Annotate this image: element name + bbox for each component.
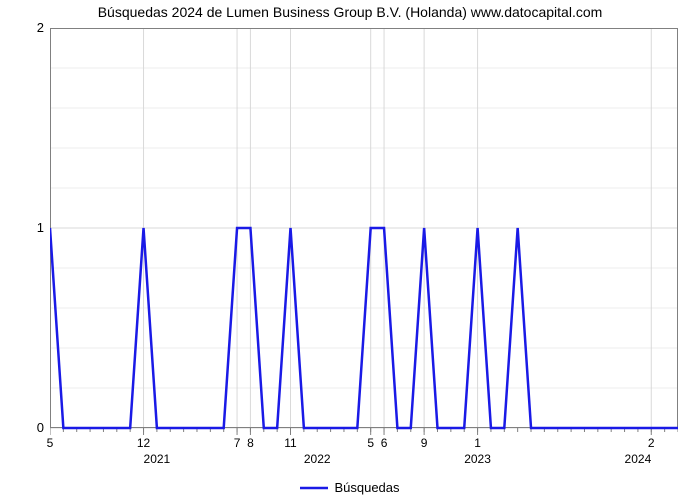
ytick-label: 0	[14, 420, 44, 435]
xtick-label: 1	[474, 436, 481, 450]
xtick-label: 6	[381, 436, 388, 450]
xtick-label: 11	[284, 436, 296, 450]
xyear-label: 2024	[625, 452, 652, 466]
chart-title: Búsquedas 2024 de Lumen Business Group B…	[0, 4, 700, 20]
xtick-label: 5	[47, 436, 54, 450]
xyear-label: 2022	[304, 452, 331, 466]
legend-swatch	[300, 481, 328, 496]
xyear-label: 2023	[464, 452, 491, 466]
ytick-label: 1	[14, 220, 44, 235]
xtick-label: 5	[367, 436, 374, 450]
xtick-label: 12	[137, 436, 150, 450]
xtick-label: 9	[421, 436, 428, 450]
xtick-label: 7	[234, 436, 241, 450]
chart-legend: Búsquedas	[0, 480, 700, 496]
chart-plot	[50, 28, 678, 440]
xtick-label: 8	[247, 436, 254, 450]
xtick-label: 2	[648, 436, 655, 450]
legend-label: Búsquedas	[334, 480, 399, 495]
xyear-label: 2021	[144, 452, 171, 466]
ytick-label: 2	[14, 20, 44, 35]
